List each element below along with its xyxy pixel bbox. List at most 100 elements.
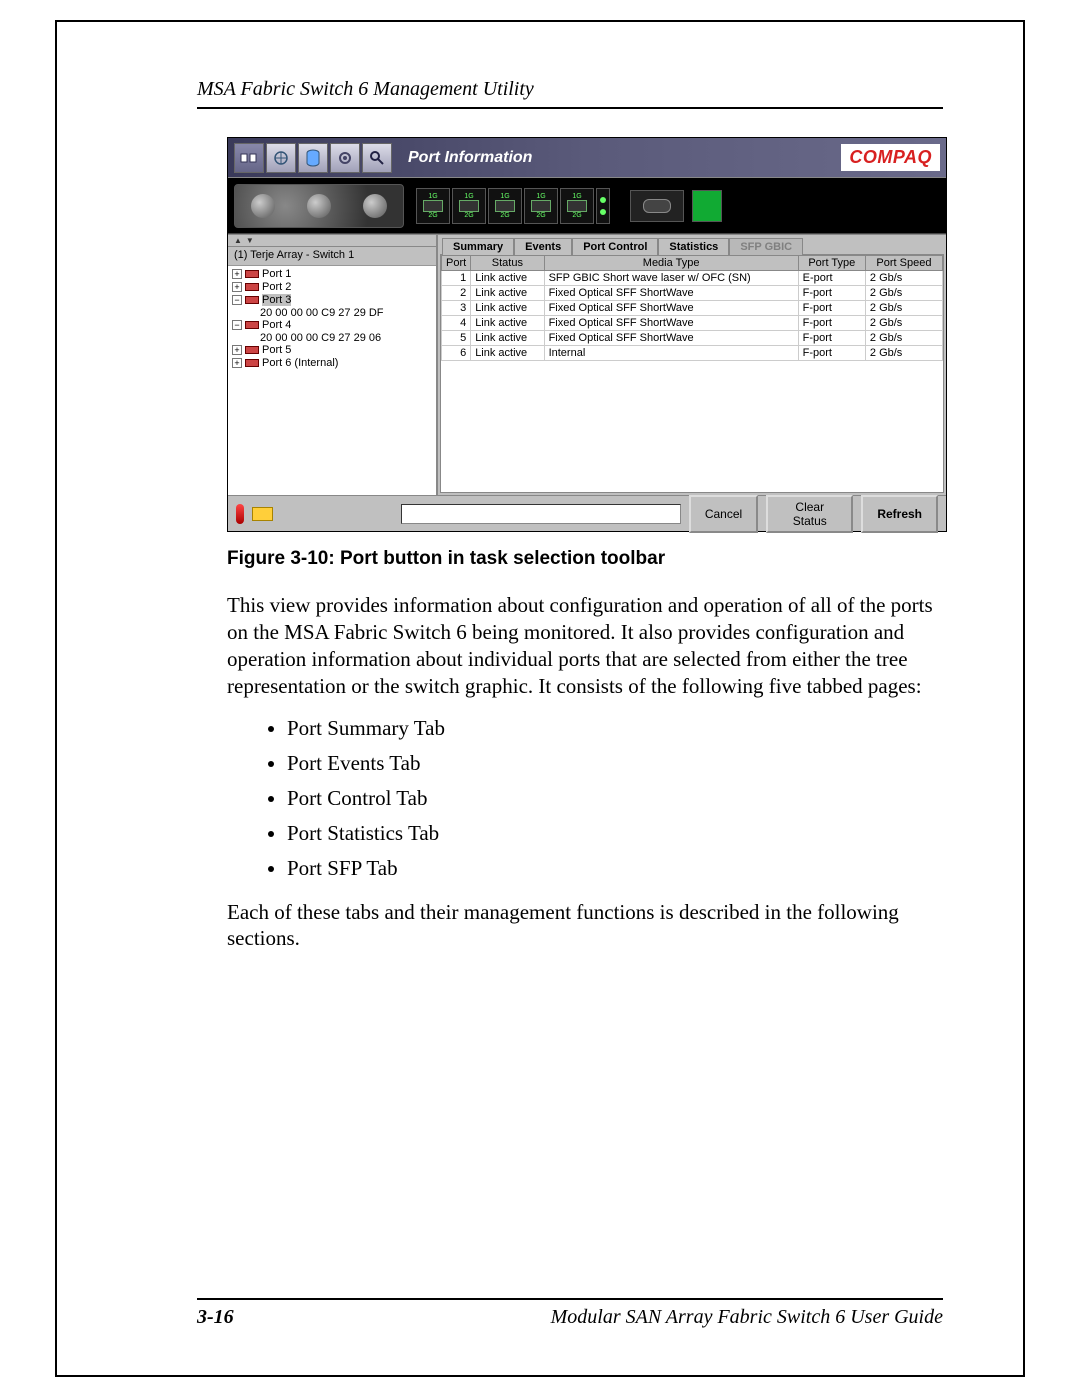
port-slot-5[interactable]: 1G2G: [560, 188, 594, 224]
tree-item-port-5[interactable]: +Port 5: [232, 344, 434, 357]
cell: F-port: [798, 286, 865, 301]
cell: Fixed Optical SFF ShortWave: [544, 316, 798, 331]
tab-port-control[interactable]: Port Control: [572, 238, 658, 255]
port-slot-3[interactable]: 1G2G: [488, 188, 522, 224]
gear-icon: [336, 149, 354, 167]
cell: 4: [442, 316, 471, 331]
list-item: Port Events Tab: [287, 751, 943, 776]
table-row[interactable]: 3Link activeFixed Optical SFF ShortWaveF…: [442, 301, 943, 316]
tab-bullet-list: Port Summary Tab Port Events Tab Port Cont…: [269, 716, 943, 881]
col-port[interactable]: Port: [442, 256, 471, 271]
mgmt-serial-slot[interactable]: [630, 190, 684, 222]
cell: 5: [442, 331, 471, 346]
col-status[interactable]: Status: [471, 256, 544, 271]
cell: 2 Gb/s: [865, 271, 942, 286]
document-page: MSA Fabric Switch 6 Management Utility P…: [55, 20, 1025, 1377]
col-media-type[interactable]: Media Type: [544, 256, 798, 271]
cell: SFP GBIC Short wave laser w/ OFC (SN): [544, 271, 798, 286]
col-port-speed[interactable]: Port Speed: [865, 256, 942, 271]
tree-child-wwn[interactable]: 20 00 00 00 C9 27 29 06: [232, 332, 434, 344]
footer-book-title: Modular SAN Array Fabric Switch 6 User G…: [551, 1306, 943, 1329]
cell: 2 Gb/s: [865, 331, 942, 346]
cancel-button[interactable]: Cancel: [689, 495, 758, 533]
port-slot-2[interactable]: 1G2G: [452, 188, 486, 224]
port-summary-table: PortStatusMedia TypePort TypePort Speed …: [441, 255, 943, 361]
list-item: Port Control Tab: [287, 786, 943, 811]
tree-item-port-1[interactable]: +Port 1: [232, 268, 434, 281]
port-led-column: [596, 188, 610, 224]
body-paragraph: This view provides information about con…: [227, 592, 943, 700]
tab-events[interactable]: Events: [514, 238, 572, 255]
tree-item-port-6[interactable]: +Port 6 (Internal): [232, 357, 434, 370]
page-footer: 3-16 Modular SAN Array Fabric Switch 6 U…: [197, 1298, 943, 1329]
tree-child-wwn[interactable]: 20 00 00 00 C9 27 29 DF: [232, 307, 434, 319]
list-item: Port Statistics Tab: [287, 821, 943, 846]
cell: Link active: [471, 331, 544, 346]
refresh-button[interactable]: Refresh: [861, 495, 938, 533]
tree-item-port-3[interactable]: −Port 3: [232, 294, 434, 307]
col-port-type[interactable]: Port Type: [798, 256, 865, 271]
cell: 2 Gb/s: [865, 346, 942, 361]
cell: 6: [442, 346, 471, 361]
cell: Link active: [471, 316, 544, 331]
table-row[interactable]: 6Link activeInternalF-port2 Gb/s: [442, 346, 943, 361]
fabric-icon: [272, 149, 290, 167]
clear-status-button[interactable]: Clear Status: [766, 495, 853, 533]
tree-item-port-2[interactable]: +Port 2: [232, 281, 434, 294]
task-toolbar: Port Information COMPAQ: [228, 138, 946, 178]
cell: F-port: [798, 346, 865, 361]
table-row[interactable]: 4Link activeFixed Optical SFF ShortWaveF…: [442, 316, 943, 331]
list-item: Port Summary Tab: [287, 716, 943, 741]
tab-statistics[interactable]: Statistics: [658, 238, 729, 255]
cell: 2 Gb/s: [865, 316, 942, 331]
cell: F-port: [798, 316, 865, 331]
closing-paragraph: Each of these tabs and their management …: [227, 899, 943, 953]
content-pane: SummaryEventsPort ControlStatisticsSFP G…: [438, 235, 946, 495]
tree-pane: ▲▼ (1) Terje Array - Switch 1 +Port 1+Po…: [228, 235, 438, 495]
status-field: [401, 504, 681, 524]
port-slot-4[interactable]: 1G2G: [524, 188, 558, 224]
mgmt-lan-slot[interactable]: [692, 190, 722, 222]
cell: 2 Gb/s: [865, 301, 942, 316]
tree-root-label[interactable]: (1) Terje Array - Switch 1: [228, 247, 436, 266]
ports-tool-button[interactable]: [234, 143, 264, 173]
db-icon: [305, 149, 321, 167]
ports-icon: [240, 152, 258, 164]
header-rule: [197, 107, 943, 109]
port-slot-1[interactable]: 1G2G: [416, 188, 450, 224]
running-header: MSA Fabric Switch 6 Management Utility: [197, 78, 943, 101]
brand-logo: COMPAQ: [841, 144, 940, 171]
fabric-tool-button[interactable]: [266, 143, 296, 173]
table-row[interactable]: 5Link activeFixed Optical SFF ShortWaveF…: [442, 331, 943, 346]
cell: Internal: [544, 346, 798, 361]
page-number: 3-16: [197, 1306, 234, 1329]
port-status-icon: [252, 507, 273, 521]
cell: 1: [442, 271, 471, 286]
cell: Fixed Optical SFF ShortWave: [544, 301, 798, 316]
cell: Fixed Optical SFF ShortWave: [544, 286, 798, 301]
tab-strip: SummaryEventsPort ControlStatisticsSFP G…: [438, 235, 946, 254]
cell: F-port: [798, 331, 865, 346]
cell: Link active: [471, 271, 544, 286]
switch-chassis-graphic[interactable]: [234, 184, 404, 228]
split-pane: ▲▼ (1) Terje Array - Switch 1 +Port 1+Po…: [228, 234, 946, 495]
tree-sort-handle[interactable]: ▲▼: [228, 235, 436, 247]
cell: Link active: [471, 346, 544, 361]
thermometer-icon: [236, 504, 244, 524]
table-row[interactable]: 1Link activeSFP GBIC Short wave laser w/…: [442, 271, 943, 286]
cell: F-port: [798, 301, 865, 316]
settings-tool-button[interactable]: [330, 143, 360, 173]
switch-graphic-bar: 1G2G1G2G1G2G1G2G1G2G: [228, 178, 946, 234]
cell: 2 Gb/s: [865, 286, 942, 301]
cell: Fixed Optical SFF ShortWave: [544, 331, 798, 346]
search-tool-button[interactable]: [362, 143, 392, 173]
db-tool-button[interactable]: [298, 143, 328, 173]
app-window: Port Information COMPAQ 1G2G1G2G1G2G1G2G…: [227, 137, 947, 532]
table-row[interactable]: 2Link activeFixed Optical SFF ShortWaveF…: [442, 286, 943, 301]
tree-item-port-4[interactable]: −Port 4: [232, 319, 434, 332]
tab-summary[interactable]: Summary: [442, 238, 514, 255]
tab-sfp-gbic: SFP GBIC: [729, 238, 803, 255]
cell: E-port: [798, 271, 865, 286]
figure-caption: Figure 3-10: Port button in task selecti…: [227, 548, 943, 570]
status-bar: Cancel Clear Status Refresh: [228, 495, 946, 531]
